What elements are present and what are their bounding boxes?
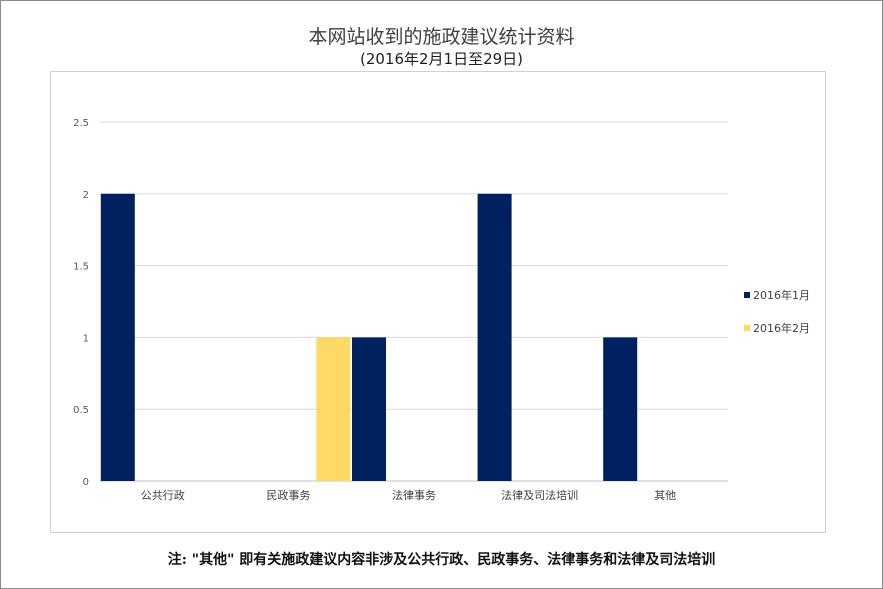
- chart-title: 本网站收到的施政建议统计资料: [308, 26, 575, 48]
- plot-area-border: [50, 71, 826, 533]
- bar: [352, 337, 386, 481]
- x-category-label: 法律事务: [392, 488, 436, 502]
- y-tick-label: 1: [83, 333, 89, 344]
- bar: [100, 193, 135, 482]
- legend-swatch: [744, 292, 750, 298]
- legend-entry: 2016年2月: [753, 321, 810, 335]
- x-category-label: 其他: [654, 489, 676, 502]
- bar: [603, 337, 638, 481]
- y-tick-label: 2: [83, 190, 89, 201]
- x-category-label: 民政事务: [266, 488, 310, 502]
- x-category-label: 法律及司法培训: [501, 488, 578, 502]
- legend-swatch: [744, 325, 750, 331]
- y-tick-label: 0.5: [73, 405, 89, 416]
- bar: [316, 337, 351, 481]
- bar: [477, 193, 512, 482]
- x-category-label: 公共行政: [141, 488, 185, 502]
- chart-subtitle: (2016年2月1日至29日): [359, 50, 524, 68]
- footnote: 注: "其他" 即有关施政建议内容非涉及公共行政、民政事务、法律事务和法律及司法…: [167, 552, 716, 568]
- legend-entry: 2016年1月: [753, 288, 810, 302]
- y-tick-label: 2.5: [73, 118, 89, 129]
- y-tick-label: 1.5: [73, 262, 89, 273]
- y-tick-label: 0: [83, 477, 89, 488]
